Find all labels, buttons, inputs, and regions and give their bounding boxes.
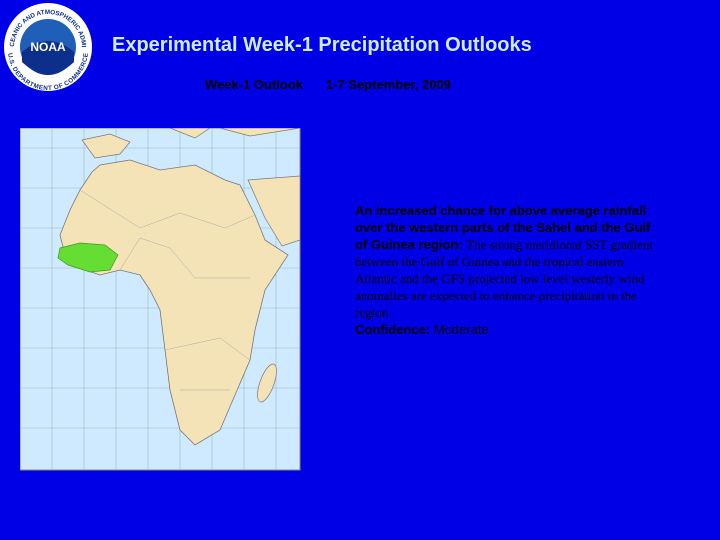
- map-borders: [79, 189, 256, 391]
- above-average-area: [57, 242, 119, 273]
- map-madagascar: [257, 363, 277, 403]
- outlook-map: [20, 128, 301, 471]
- outlook-body: The strong meridional SST gradient betwe…: [355, 237, 654, 320]
- title: Experimental Week-1 Precipitation Outloo…: [112, 34, 532, 56]
- outlook-text: An increased chance for above average ra…: [355, 202, 660, 338]
- subtitle-period: 1-7 September, 2009: [326, 77, 452, 92]
- confidence-label: Confidence:: [355, 322, 431, 337]
- subtitle-label: Week-1 Outlook: [205, 77, 304, 92]
- logo-name: NOAA: [30, 40, 66, 54]
- outlook-headline: An increased chance for above average ra…: [355, 203, 651, 252]
- noaa-logo: NATIONAL OCEANIC AND ATMOSPHERIC ADMINIS…: [0, 0, 92, 92]
- map-arabia: [247, 175, 301, 247]
- map-iberia: [81, 133, 131, 159]
- logo-bird: [22, 41, 74, 75]
- confidence-value: Moderate: [433, 322, 489, 337]
- map-europe: [169, 128, 301, 139]
